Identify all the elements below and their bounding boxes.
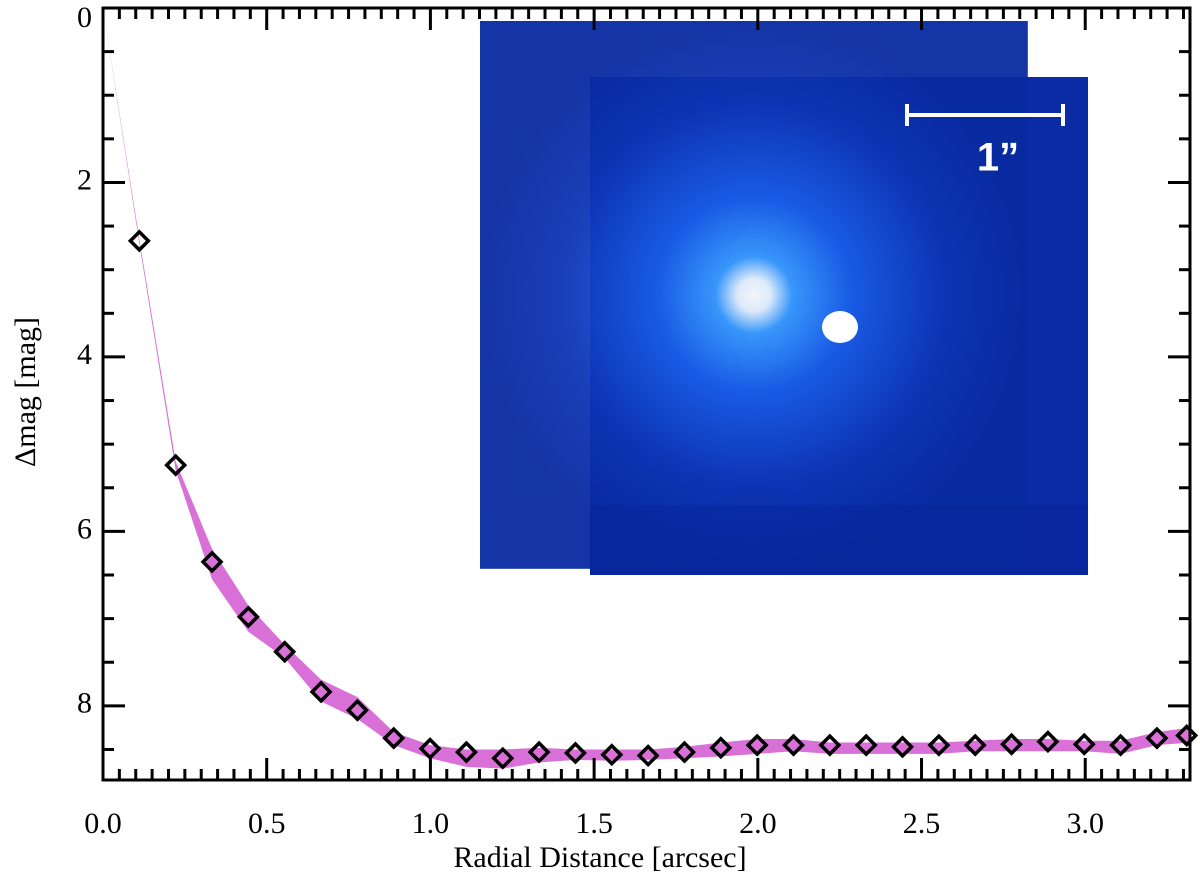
- data-point: [382, 726, 406, 750]
- x-tick-label: 0.5: [248, 807, 286, 840]
- data-point: [200, 550, 224, 574]
- data-point: [636, 744, 660, 768]
- data-point: [963, 733, 987, 757]
- y-tick-label: 0: [77, 1, 92, 34]
- data-point: [127, 229, 151, 253]
- data-point: [563, 741, 587, 765]
- data-point: [454, 740, 478, 764]
- plot-frame: [101, 6, 1192, 782]
- data-point: [854, 733, 878, 757]
- data-point: [527, 740, 551, 764]
- y-tick-label: 8: [77, 687, 92, 720]
- data-point: [1145, 726, 1169, 750]
- data-point: [309, 680, 333, 704]
- data-point: [673, 740, 696, 764]
- data-point: [927, 733, 951, 757]
- data-point: [1000, 732, 1024, 756]
- data-point: [1036, 730, 1060, 754]
- x-tick-label: 1.5: [575, 807, 613, 840]
- data-point: [709, 736, 733, 760]
- y-tick-label: 4: [77, 338, 92, 371]
- data-point: [273, 640, 297, 664]
- data-point: [1175, 724, 1199, 747]
- data-point: [818, 733, 842, 757]
- inset-image: [480, 20, 1088, 575]
- data-point: [491, 746, 515, 770]
- y-axis-label: Δmag [mag]: [9, 317, 42, 467]
- x-tick-label: 3.0: [1066, 807, 1104, 840]
- data-point: [891, 735, 915, 759]
- data-point: [782, 733, 805, 757]
- x-tick-label: 2.5: [903, 807, 941, 840]
- x-tick-label: 1.0: [412, 807, 450, 840]
- x-tick-label: 2.0: [739, 807, 777, 840]
- data-point: [1072, 732, 1096, 756]
- y-tick-label: 6: [77, 512, 92, 545]
- data-point: [1109, 733, 1133, 757]
- data-point: [164, 453, 188, 477]
- data-point: [745, 733, 769, 757]
- data-point: [600, 743, 624, 767]
- x-axis-label: Radial Distance [arcsec]: [453, 841, 746, 874]
- scale-label: 1”: [977, 136, 1019, 180]
- data-point: [345, 698, 369, 722]
- data-point: [236, 605, 260, 629]
- y-tick-label: 2: [77, 163, 92, 196]
- x-tick-label: 0.0: [84, 807, 122, 840]
- data-point: [418, 737, 442, 761]
